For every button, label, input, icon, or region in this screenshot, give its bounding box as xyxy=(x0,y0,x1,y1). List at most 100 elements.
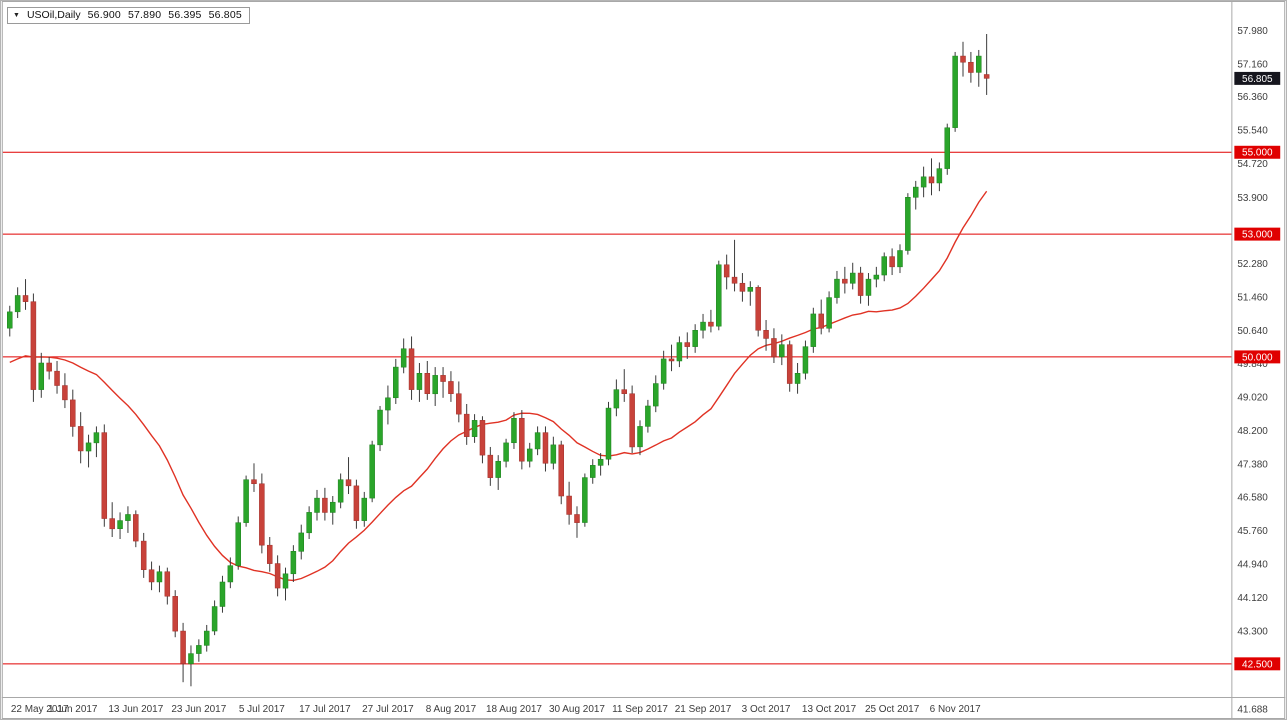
candle-body xyxy=(558,444,564,497)
price-level-label-text: 55.000 xyxy=(1242,148,1273,159)
time-tick-label: 27 Jul 2017 xyxy=(362,704,414,715)
price-level-label xyxy=(1234,227,1281,241)
price-tick-label: 57.980 xyxy=(1237,26,1268,37)
candle-body xyxy=(251,479,257,485)
candle-body xyxy=(400,348,407,368)
price-level-label xyxy=(1234,657,1281,671)
candle-body xyxy=(960,55,966,63)
candle-body xyxy=(54,370,60,386)
candle-body xyxy=(266,544,273,564)
time-tick-label: 3 Oct 2017 xyxy=(742,704,791,715)
time-tick-label: 23 Jun 2017 xyxy=(171,704,226,715)
candle-body xyxy=(424,373,431,394)
candle-body xyxy=(629,393,635,448)
price-tick-label: 48.200 xyxy=(1237,426,1268,437)
price-tick-label: 44.940 xyxy=(1237,559,1268,570)
quote-symbol-timeframe: USOil,Daily xyxy=(26,9,81,21)
current-price-label-text: 56.805 xyxy=(1242,74,1273,85)
candle-body xyxy=(448,381,454,394)
candle-body xyxy=(936,168,943,184)
candle-body xyxy=(716,264,722,327)
price-tick-label: 44.120 xyxy=(1237,593,1268,604)
candle-body xyxy=(976,55,982,73)
candle-body xyxy=(101,432,108,519)
candle-body xyxy=(653,383,659,407)
candle-body xyxy=(905,197,911,251)
candle-body xyxy=(605,407,612,460)
candle-body xyxy=(779,344,785,358)
candle-body xyxy=(353,485,360,521)
candle-body xyxy=(487,454,494,478)
candle-body xyxy=(755,287,761,331)
candle-body xyxy=(408,348,415,390)
candle-body xyxy=(495,460,501,478)
candle-body xyxy=(188,653,194,665)
candle-body xyxy=(109,518,115,530)
candle-body xyxy=(826,297,832,329)
quote-high: 57.890 xyxy=(127,9,162,21)
price-level-label xyxy=(1234,145,1281,159)
candle-body xyxy=(46,362,52,372)
candle-body xyxy=(30,301,37,390)
candle-body xyxy=(432,375,438,395)
candle-body xyxy=(125,514,131,521)
price-level-label-text: 53.000 xyxy=(1242,230,1273,241)
candle-body xyxy=(968,61,974,73)
candle-body xyxy=(479,420,486,456)
candle-body xyxy=(361,497,368,521)
time-tick-label: 22 May 2017 xyxy=(11,704,69,715)
candle-body xyxy=(865,278,872,296)
candle-body xyxy=(235,522,241,566)
candle-body xyxy=(416,373,423,390)
price-tick-label: 49.840 xyxy=(1237,359,1268,370)
current-price-label xyxy=(1234,71,1281,85)
candle-body xyxy=(818,313,824,329)
time-tick-label: 11 Sep 2017 xyxy=(612,704,668,715)
candle-body xyxy=(834,278,840,298)
candle-body xyxy=(211,606,218,632)
candle-body xyxy=(928,176,935,184)
symbol-dropdown-icon[interactable]: ▼ xyxy=(13,11,20,19)
candle-body xyxy=(314,497,320,513)
candle-body xyxy=(889,256,895,268)
candle-body xyxy=(219,581,226,607)
candle-body xyxy=(133,514,139,542)
candle-body xyxy=(463,413,470,437)
candle-body xyxy=(345,479,352,487)
price-tick-label: 52.280 xyxy=(1237,259,1268,270)
candle-body xyxy=(763,330,769,339)
price-tick-label: 45.760 xyxy=(1237,526,1268,537)
time-tick-label: 30 Aug 2017 xyxy=(549,704,605,715)
candle-body xyxy=(589,465,596,478)
time-tick-label: 1 Jun 2017 xyxy=(48,704,98,715)
candle-body xyxy=(180,630,186,665)
candle-body xyxy=(897,250,903,268)
candle-body xyxy=(723,264,730,278)
quote-box: ▼ USOil,Daily 56.900 57.890 56.395 56.80… xyxy=(7,7,250,24)
candle-body xyxy=(684,342,691,347)
time-tick-label: 21 Sep 2017 xyxy=(675,704,732,715)
time-tick-label: 18 Aug 2017 xyxy=(486,704,542,715)
price-tick-label: 51.460 xyxy=(1237,293,1268,304)
candle-body xyxy=(393,366,399,399)
candle-body xyxy=(802,346,809,374)
candle-body xyxy=(613,389,620,409)
candle-body xyxy=(330,501,336,513)
candle-body xyxy=(668,358,675,362)
price-tick-label: 56.360 xyxy=(1237,92,1268,103)
candle-body xyxy=(456,393,462,415)
candle-body xyxy=(660,358,667,384)
candle-body xyxy=(282,573,289,589)
candle-body xyxy=(290,551,297,575)
quote-close: 56.805 xyxy=(208,9,242,21)
price-level-label-text: 50.000 xyxy=(1242,352,1273,363)
price-level-label-text: 42.500 xyxy=(1242,659,1273,670)
price-tick-label: 55.540 xyxy=(1237,126,1268,137)
candle-body xyxy=(700,321,706,331)
quote-open: 56.900 xyxy=(87,9,121,21)
candle-body xyxy=(786,344,793,384)
price-tick-label: 53.900 xyxy=(1237,193,1268,204)
price-tick-label: 43.300 xyxy=(1237,627,1268,638)
